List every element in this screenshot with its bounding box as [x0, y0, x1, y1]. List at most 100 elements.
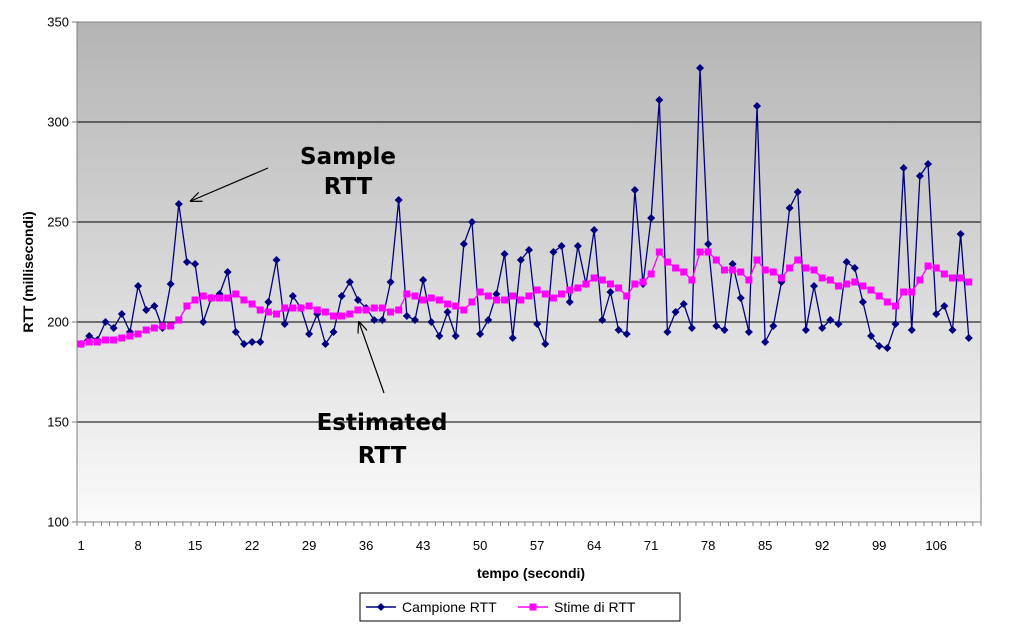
- gridlines: [77, 121, 981, 423]
- data-point: [769, 322, 778, 330]
- annotation-arrow: [359, 322, 385, 394]
- annotation-line: Estimated: [317, 410, 448, 436]
- data-point: [207, 294, 215, 302]
- data-point: [118, 334, 126, 342]
- data-point: [558, 290, 566, 298]
- data-point: [216, 294, 224, 302]
- data-point: [598, 316, 607, 324]
- data-point: [93, 338, 101, 346]
- data-point: [557, 242, 566, 250]
- data-point: [191, 260, 200, 268]
- data-point: [915, 172, 924, 180]
- campione-rtt-markers: [77, 64, 973, 352]
- y-axis-title: RTT (millisecondi): [20, 211, 36, 332]
- data-point: [753, 102, 762, 110]
- data-point: [191, 296, 199, 304]
- data-point: [492, 296, 500, 304]
- data-point: [785, 204, 794, 212]
- data-point: [460, 306, 468, 314]
- data-point: [484, 316, 493, 324]
- data-point: [615, 284, 623, 292]
- data-point: [443, 308, 452, 316]
- data-point: [704, 240, 713, 248]
- data-point: [687, 324, 696, 332]
- data-point: [590, 226, 599, 234]
- data-point: [753, 256, 761, 264]
- data-point: [492, 290, 501, 298]
- data-point: [395, 306, 403, 314]
- data-point: [810, 282, 819, 290]
- data-point: [671, 308, 680, 316]
- data-point: [720, 266, 728, 274]
- data-point: [199, 318, 208, 326]
- data-point: [900, 288, 908, 296]
- data-point: [362, 306, 370, 314]
- data-point: [305, 302, 313, 310]
- data-point: [867, 332, 876, 340]
- annotation-line: RTT: [358, 443, 407, 469]
- data-point: [630, 186, 639, 194]
- data-point: [631, 280, 639, 288]
- data-point: [720, 326, 729, 334]
- data-point: [281, 304, 289, 312]
- data-point: [109, 324, 118, 332]
- data-point: [777, 274, 785, 282]
- data-point: [533, 286, 541, 294]
- data-point: [435, 332, 444, 340]
- data-point: [256, 306, 264, 314]
- data-point: [484, 292, 492, 300]
- data-point: [517, 296, 525, 304]
- x-tick-label: 71: [644, 538, 658, 553]
- data-point: [826, 316, 835, 324]
- data-point: [330, 312, 338, 320]
- data-point: [875, 292, 883, 300]
- y-tick-label: 350: [47, 15, 69, 30]
- data-point: [793, 188, 802, 196]
- data-point: [239, 340, 248, 348]
- data-point: [924, 160, 933, 168]
- data-point: [394, 196, 403, 204]
- x-tick-label: 8: [134, 538, 141, 553]
- data-point: [386, 278, 395, 286]
- y-tick-label: 100: [47, 515, 69, 530]
- data-point: [761, 338, 770, 346]
- data-point: [508, 334, 517, 342]
- x-tick-label: 99: [872, 538, 886, 553]
- data-point: [590, 274, 598, 282]
- data-point: [370, 316, 379, 324]
- data-point: [696, 64, 705, 72]
- data-point: [102, 336, 110, 344]
- data-point: [940, 270, 948, 278]
- series-layer: [77, 64, 973, 352]
- data-point: [467, 218, 476, 226]
- data-point: [606, 288, 615, 296]
- data-point: [126, 332, 134, 340]
- legend-campione-rtt-marker: [377, 603, 385, 611]
- data-point: [150, 324, 158, 332]
- data-point: [696, 248, 704, 256]
- data-point: [501, 296, 509, 304]
- data-point: [402, 312, 411, 320]
- data-point: [647, 270, 655, 278]
- data-point: [199, 292, 207, 300]
- data-point: [411, 292, 419, 300]
- data-point: [736, 294, 745, 302]
- data-point: [427, 318, 436, 326]
- data-point: [85, 338, 93, 346]
- x-tick-label: 78: [701, 538, 715, 553]
- y-tick-label: 200: [47, 315, 69, 330]
- data-point: [142, 326, 150, 334]
- data-point: [891, 302, 899, 310]
- data-point: [566, 286, 574, 294]
- data-point: [288, 292, 297, 300]
- stime-di-rtt-markers: [77, 248, 973, 348]
- data-point: [174, 200, 183, 208]
- data-point: [272, 256, 281, 264]
- data-point: [940, 302, 949, 310]
- data-point: [908, 288, 916, 296]
- data-point: [851, 278, 859, 286]
- data-point: [167, 322, 175, 330]
- data-point: [655, 248, 663, 256]
- data-point: [769, 268, 777, 276]
